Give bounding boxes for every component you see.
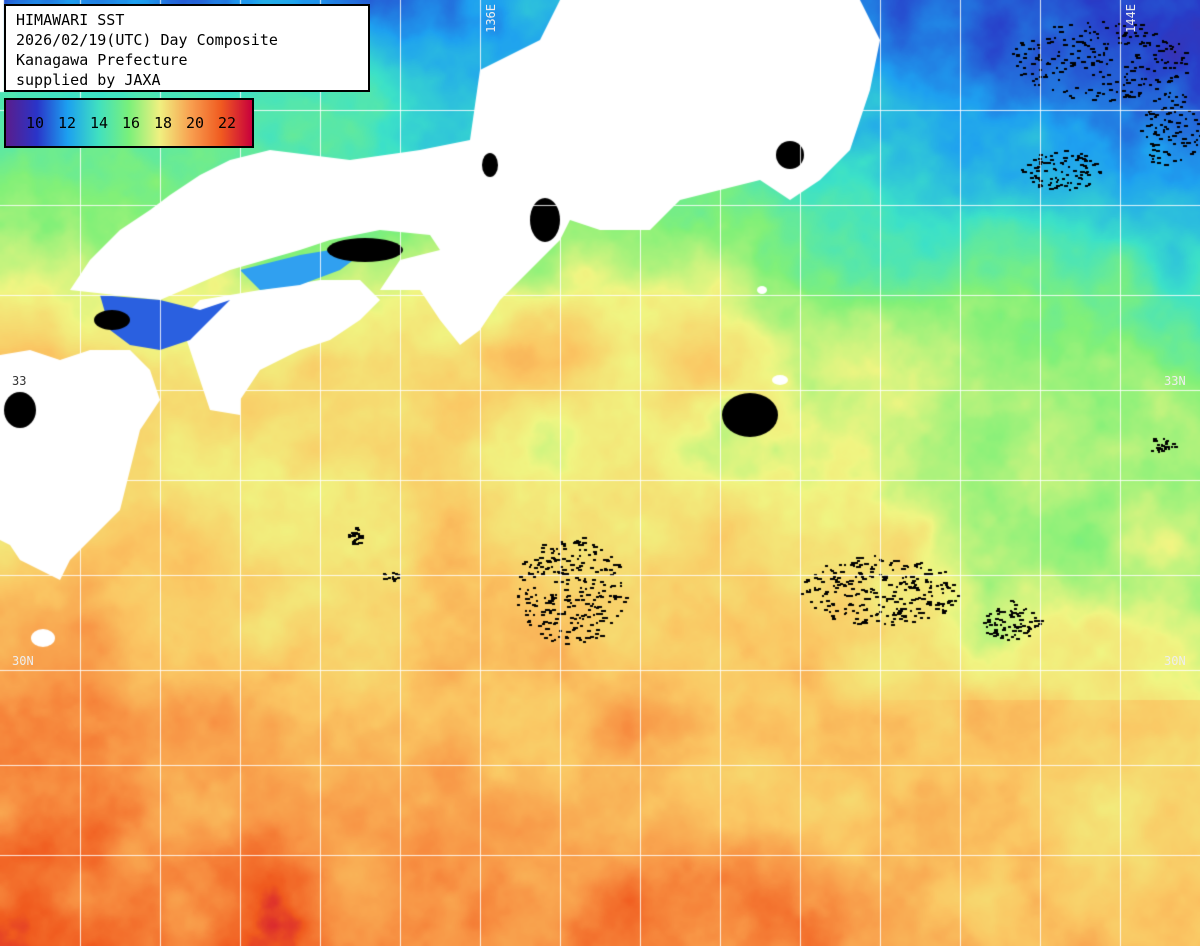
legend-color-bar	[6, 100, 252, 146]
legend-label: 18	[154, 114, 173, 132]
lat-label-30n-left: 30N	[12, 654, 34, 668]
legend-labels: 10 12 14 16 18 20 22	[26, 114, 250, 132]
legend-label: 14	[90, 114, 109, 132]
lat-label-33-left: 33	[12, 374, 27, 388]
lon-label-136e: 136E	[484, 4, 498, 33]
legend-label: 12	[58, 114, 77, 132]
legend-label: 16	[122, 114, 141, 132]
lon-label-144e: 144E	[1124, 4, 1138, 33]
lat-label-33n-right: 33N	[1164, 374, 1186, 388]
title-line-4: supplied by JAXA	[16, 71, 161, 89]
color-legend: 10 12 14 16 18 20 22	[4, 98, 254, 148]
title-line-2: 2026/02/19(UTC) Day Composite	[16, 31, 278, 49]
legend-label: 22	[218, 114, 237, 132]
lat-label-30n-right: 30N	[1164, 654, 1186, 668]
legend-label: 10	[26, 114, 45, 132]
title-line-3: Kanagawa Prefecture	[16, 51, 188, 69]
legend-label: 20	[186, 114, 205, 132]
title-box: HIMAWARI SST 2026/02/19(UTC) Day Composi…	[4, 4, 370, 92]
title-line-1: HIMAWARI SST	[16, 11, 125, 29]
